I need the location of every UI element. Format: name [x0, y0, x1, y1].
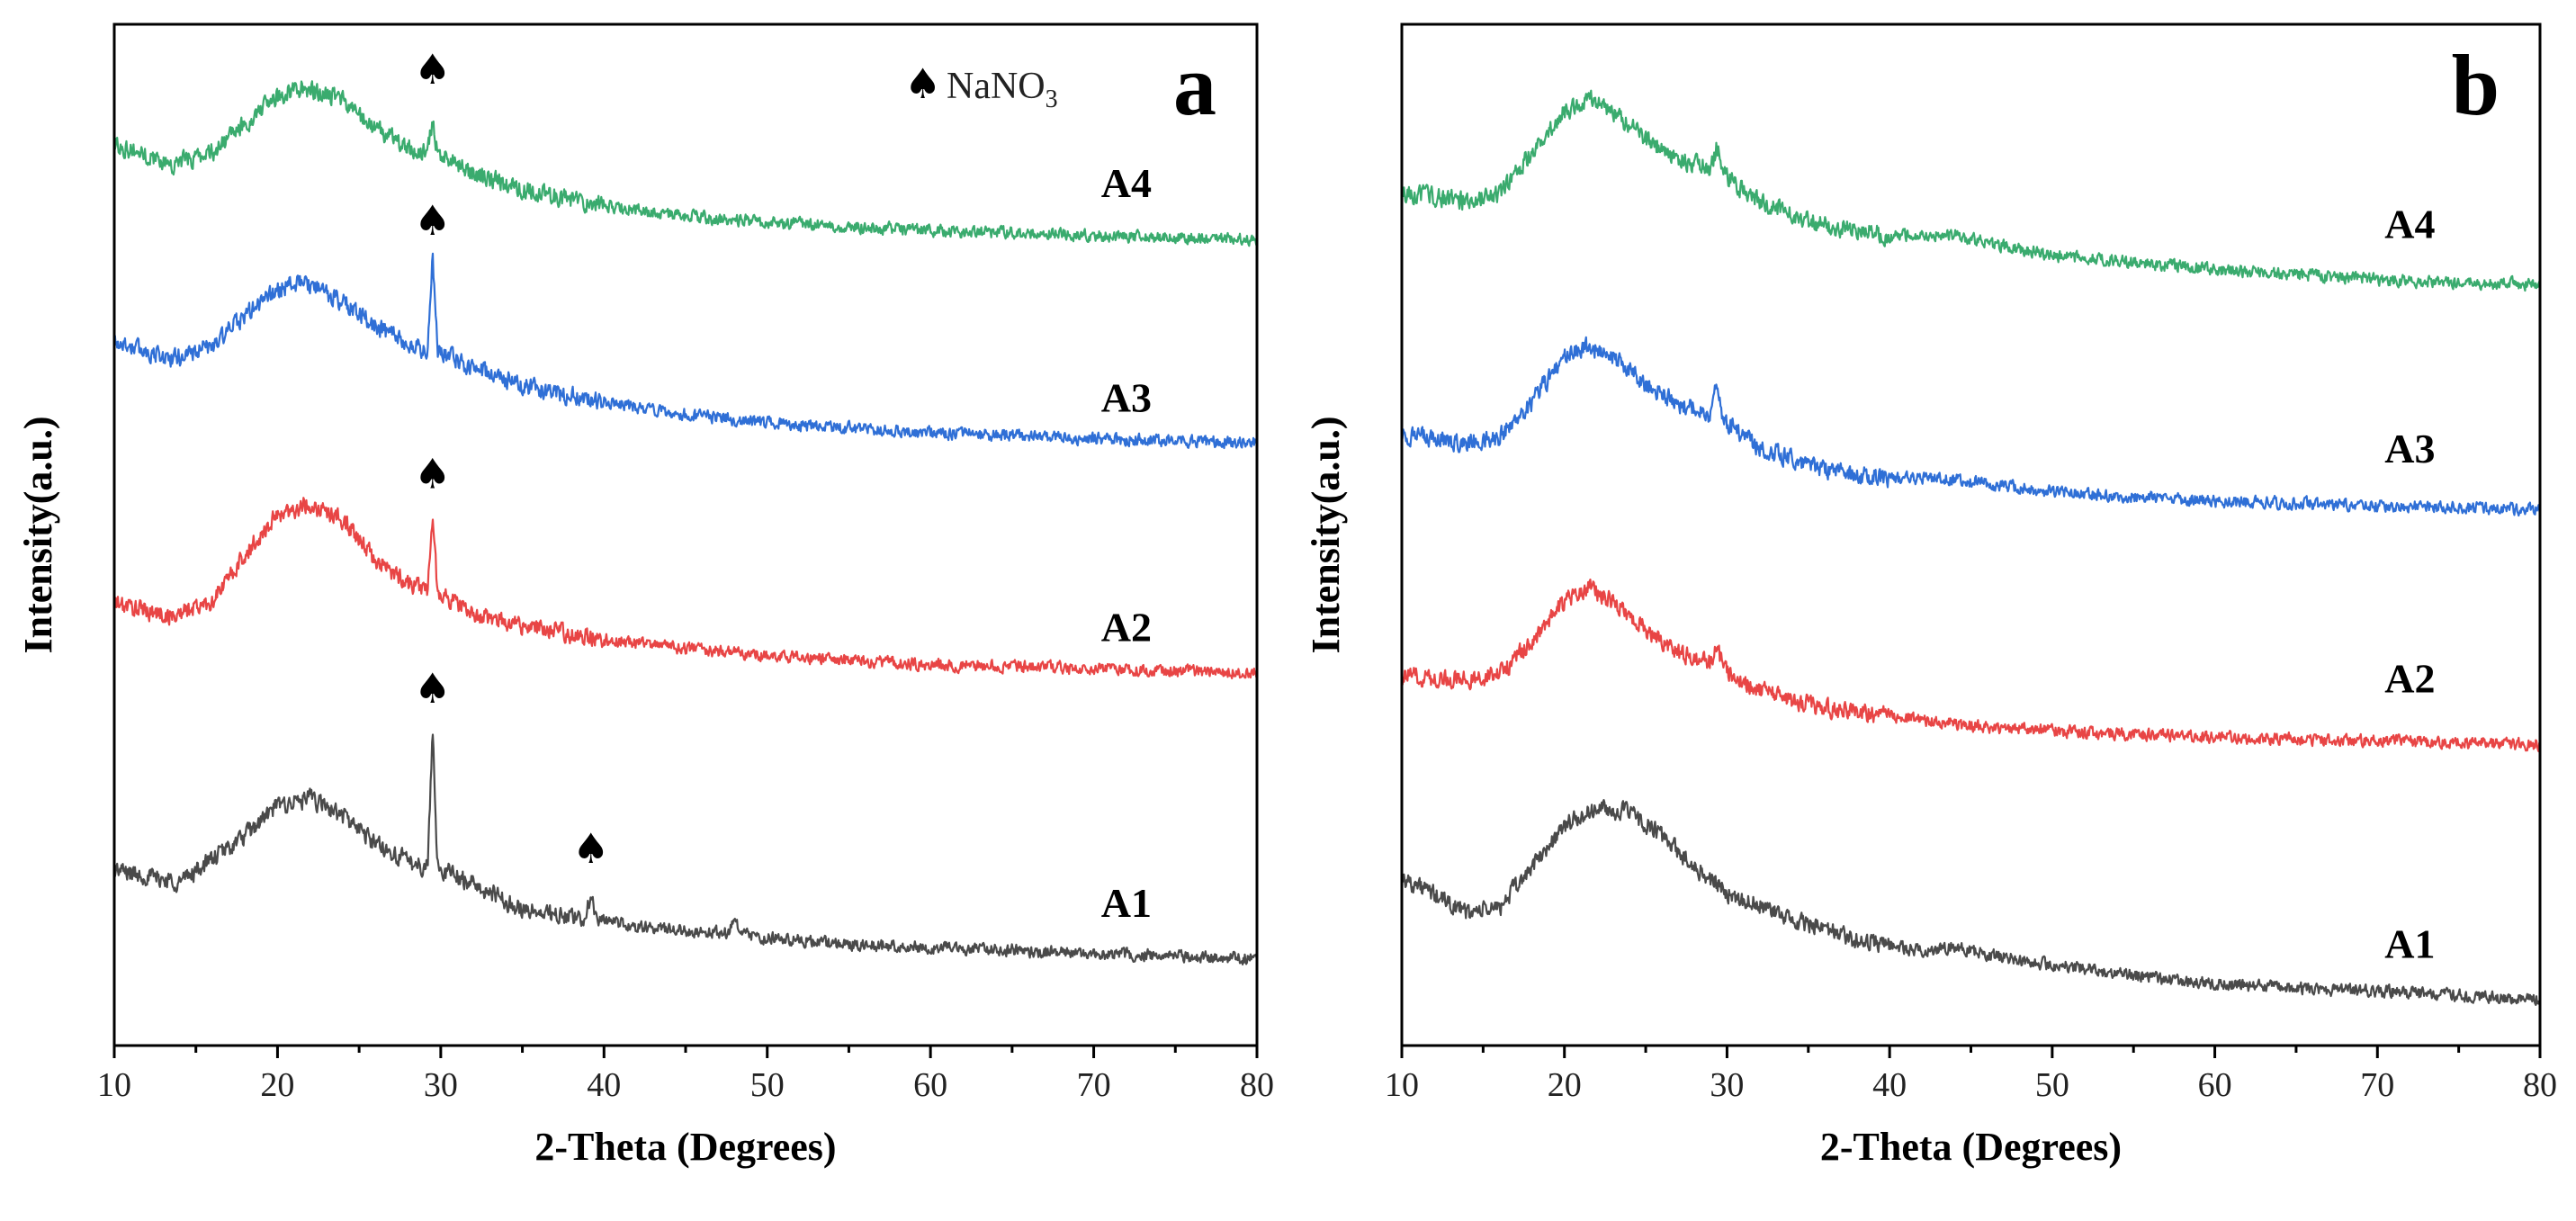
series-line-a2 — [112, 497, 1259, 679]
series-line-a2 — [1400, 579, 2541, 753]
series-label-a4: A4 — [2384, 201, 2435, 247]
x-tick-label: 80 — [1240, 1066, 1274, 1104]
panel-a-legend: ♠ NaNO3 — [904, 59, 1058, 113]
series-label-a2: A2 — [1101, 605, 1152, 651]
nano3-peak-spade-icon: ♠ — [414, 45, 451, 94]
panel-b-x-ticks: 10 20 30 40 50 60 70 80 — [1385, 1046, 2557, 1104]
x-tick-label: 60 — [913, 1066, 947, 1104]
panel-a-plot-frame — [112, 22, 1259, 1047]
series-line-a3 — [112, 252, 1259, 450]
panel-a-x-axis-title: 2-Theta (Degrees) — [534, 1125, 836, 1169]
nano3-peak-spade-icon: ♠ — [414, 196, 451, 245]
series-line-a4 — [1400, 89, 2541, 292]
legend-spade-icon: ♠ — [904, 59, 941, 108]
x-tick-label: 30 — [424, 1066, 458, 1104]
series-label-a4: A4 — [1101, 160, 1152, 206]
series-line-a4 — [112, 80, 1259, 247]
x-tick-label: 20 — [260, 1066, 294, 1104]
panel-a-x-ticks: 10 20 30 40 50 60 70 80 — [97, 1046, 1274, 1104]
nano3-peak-spade-icon: ♠ — [572, 824, 609, 873]
panel-b-plot-frame — [1400, 22, 2542, 1047]
x-tick-label: 70 — [2360, 1066, 2394, 1104]
series-label-a1: A1 — [1101, 880, 1152, 926]
panel-a-y-axis-title: Intensity(a.u.) — [16, 416, 60, 653]
x-tick-label: 10 — [97, 1066, 131, 1104]
legend-label: NaNO3 — [947, 66, 1058, 113]
x-tick-label: 50 — [2035, 1066, 2069, 1104]
panel-b-y-axis-title: Intensity(a.u.) — [1304, 416, 1348, 653]
panel-a-letter: a — [1173, 37, 1216, 133]
panel-b-x-axis-title: 2-Theta (Degrees) — [1820, 1125, 2122, 1169]
panel-a-series-labels: A1 A2 A3 A4 — [1101, 160, 1152, 926]
x-tick-label: 60 — [2198, 1066, 2232, 1104]
series-label-a3: A3 — [1101, 374, 1152, 420]
panel-b-chart: A1 A2 A3 A4 10 20 30 40 50 60 70 80 2-Theta (Degre… — [1304, 22, 2557, 1169]
x-tick-label: 80 — [2523, 1066, 2557, 1104]
series-label-a2: A2 — [2384, 655, 2435, 701]
panel-a-markers: ♠ ♠ ♠ ♠ ♠ — [414, 45, 609, 873]
panel-a-chart: ♠ ♠ ♠ ♠ ♠ A1 A2 A3 A4 10 20 30 40 50 60 70 80 2-Theta … — [16, 22, 1274, 1169]
x-tick-label: 20 — [1548, 1066, 1582, 1104]
x-tick-label: 70 — [1077, 1066, 1111, 1104]
panel-b-traces — [1400, 89, 2542, 1006]
panel-a-traces — [112, 80, 1259, 965]
nano3-peak-spade-icon: ♠ — [414, 664, 451, 713]
legend-label-main: NaNO — [947, 66, 1046, 107]
series-label-a3: A3 — [2384, 426, 2435, 471]
x-tick-label: 30 — [1710, 1066, 1744, 1104]
x-tick-label: 10 — [1385, 1066, 1419, 1104]
x-tick-label: 40 — [1872, 1066, 1907, 1104]
x-tick-label: 50 — [750, 1066, 785, 1104]
panel-b-series-labels: A1 A2 A3 A4 — [2384, 201, 2435, 966]
legend-label-subscript: 3 — [1046, 85, 1058, 113]
nano3-peak-spade-icon: ♠ — [414, 449, 451, 498]
series-label-a1: A1 — [2384, 921, 2435, 967]
x-tick-label: 40 — [587, 1066, 621, 1104]
series-line-a1 — [1400, 799, 2542, 1006]
series-line-a1 — [112, 733, 1259, 965]
series-line-a3 — [1400, 336, 2542, 517]
panel-b-letter: b — [2452, 37, 2500, 133]
